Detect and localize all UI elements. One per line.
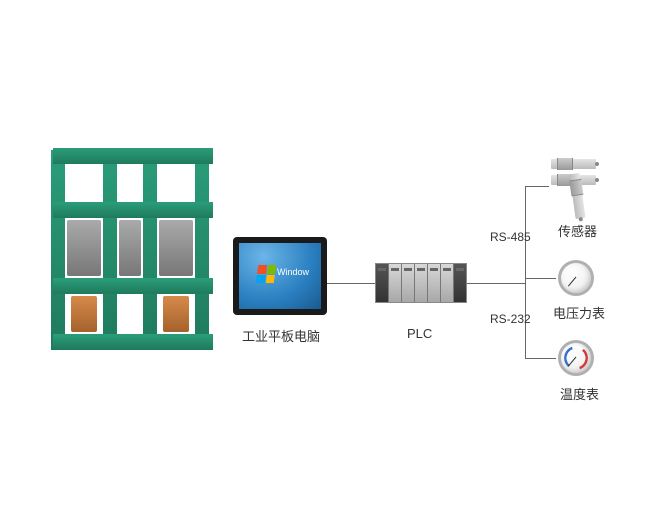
rs485-label: RS-485 <box>490 230 531 244</box>
pressure-gauge-label: 电压力表 <box>553 303 605 322</box>
sensors-label: 传感器 <box>558 221 597 240</box>
industrial-machine <box>43 140 223 360</box>
connection-line <box>525 358 556 359</box>
sensor-item <box>551 159 596 169</box>
plc-unit <box>375 263 467 303</box>
sensor-group <box>551 159 606 214</box>
rs232-label: RS-232 <box>490 312 531 326</box>
connection-line <box>525 186 549 187</box>
connection-line <box>525 186 526 358</box>
pressure-gauge <box>558 260 594 296</box>
windows-icon <box>256 265 277 283</box>
tablet-screen: Window <box>239 243 321 309</box>
windows-brand-text: Window <box>277 267 309 277</box>
tablet-label: 工业平板电脑 <box>242 326 320 345</box>
temperature-gauge <box>558 340 594 376</box>
temperature-gauge-label: 温度表 <box>560 384 599 403</box>
connection-line <box>467 283 525 284</box>
connection-line <box>525 278 556 279</box>
plc-label: PLC <box>407 326 432 341</box>
industrial-tablet: Window <box>233 237 327 315</box>
machine-body <box>43 140 223 360</box>
connection-line <box>327 283 375 284</box>
